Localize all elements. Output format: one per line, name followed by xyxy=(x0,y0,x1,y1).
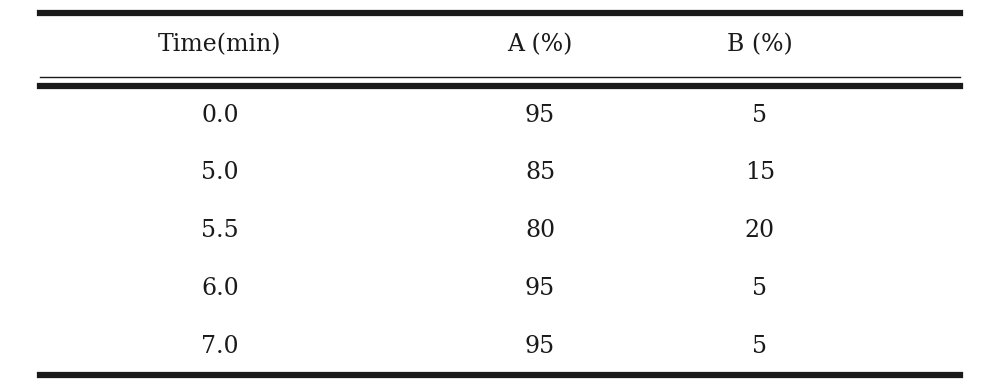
Text: 5.5: 5.5 xyxy=(201,219,239,242)
Text: B (%): B (%) xyxy=(727,33,793,57)
Text: 20: 20 xyxy=(745,219,775,242)
Text: A (%): A (%) xyxy=(507,33,573,57)
Text: 80: 80 xyxy=(525,219,555,242)
Text: 0.0: 0.0 xyxy=(201,103,239,127)
Text: 5.0: 5.0 xyxy=(201,161,239,185)
Text: 95: 95 xyxy=(525,335,555,358)
Text: 95: 95 xyxy=(525,103,555,127)
Text: 6.0: 6.0 xyxy=(201,277,239,300)
Text: 5: 5 xyxy=(753,103,768,127)
Text: 85: 85 xyxy=(525,161,555,185)
Text: 7.0: 7.0 xyxy=(201,335,239,358)
Text: 5: 5 xyxy=(753,335,768,358)
Text: 95: 95 xyxy=(525,277,555,300)
Text: 15: 15 xyxy=(745,161,775,185)
Text: Time(min): Time(min) xyxy=(158,33,282,57)
Text: 5: 5 xyxy=(753,277,768,300)
